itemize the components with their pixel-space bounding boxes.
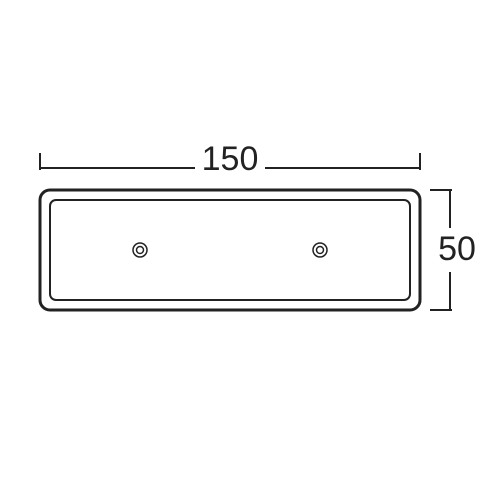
dimension-height-label: 50	[432, 230, 482, 269]
diagram-svg	[0, 0, 500, 500]
dimension-diagram: 150 50	[0, 0, 500, 500]
dimension-width-label: 150	[195, 140, 265, 179]
plate-outer	[40, 190, 420, 310]
